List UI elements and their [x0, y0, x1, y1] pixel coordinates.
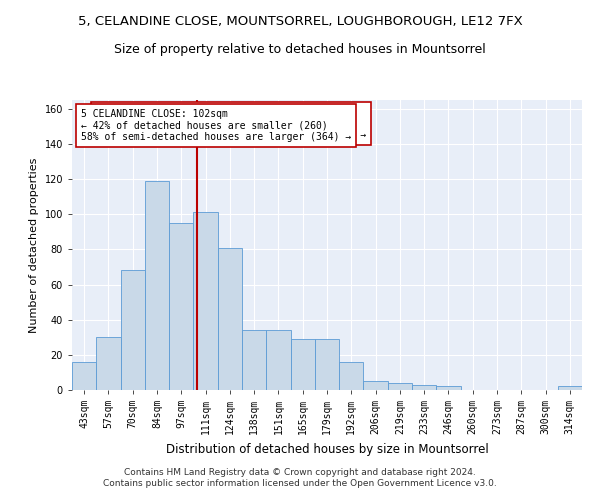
Text: Size of property relative to detached houses in Mountsorrel: Size of property relative to detached ho… [114, 42, 486, 56]
Text: 5 CELANDINE CLOSE: 102sqm
← 42% of detached houses are smaller (260)
58% of semi: 5 CELANDINE CLOSE: 102sqm ← 42% of detac… [81, 108, 352, 142]
Bar [169, 223, 193, 390]
Bar [339, 362, 364, 390]
Bar [266, 330, 290, 390]
Text: 5 CELANDINE CLOSE: 102sqm
← 42% of detached houses are smaller (260)
58% of semi: 5 CELANDINE CLOSE: 102sqm ← 42% of detac… [96, 107, 367, 140]
Bar [364, 381, 388, 390]
Bar [218, 248, 242, 390]
Y-axis label: Number of detached properties: Number of detached properties [29, 158, 39, 332]
X-axis label: Distribution of detached houses by size in Mountsorrel: Distribution of detached houses by size … [166, 442, 488, 456]
Text: Contains HM Land Registry data © Crown copyright and database right 2024.
Contai: Contains HM Land Registry data © Crown c… [103, 468, 497, 487]
Text: 5, CELANDINE CLOSE, MOUNTSORREL, LOUGHBOROUGH, LE12 7FX: 5, CELANDINE CLOSE, MOUNTSORREL, LOUGHBO… [77, 15, 523, 28]
Bar [436, 386, 461, 390]
Bar [145, 181, 169, 390]
Bar [96, 338, 121, 390]
Bar [121, 270, 145, 390]
Bar [388, 383, 412, 390]
Bar [193, 212, 218, 390]
Bar [242, 330, 266, 390]
Bar [412, 384, 436, 390]
Bar [72, 362, 96, 390]
Bar [315, 339, 339, 390]
Bar [290, 339, 315, 390]
Bar [558, 386, 582, 390]
